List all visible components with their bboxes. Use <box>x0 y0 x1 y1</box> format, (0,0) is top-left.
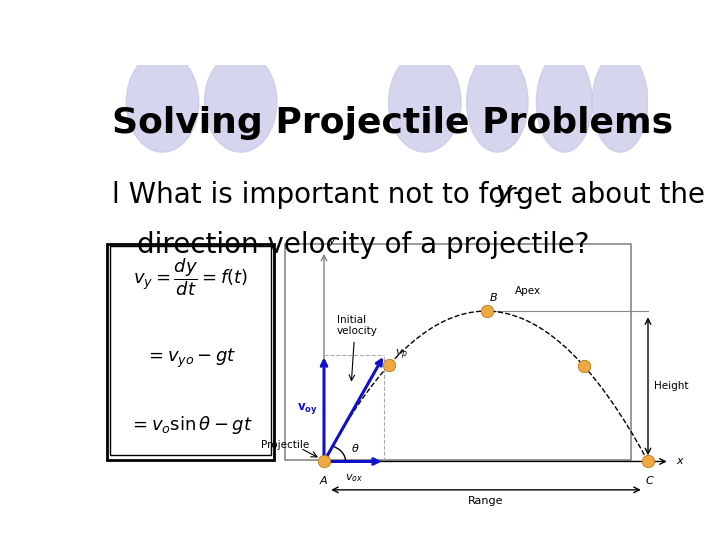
Text: Apex: Apex <box>515 286 541 296</box>
Ellipse shape <box>536 52 592 152</box>
Ellipse shape <box>204 52 277 152</box>
Text: $x$: $x$ <box>676 456 685 467</box>
FancyBboxPatch shape <box>110 246 271 455</box>
Text: $= v_{yo} - gt$: $= v_{yo} - gt$ <box>145 347 236 370</box>
FancyBboxPatch shape <box>107 244 274 460</box>
Text: $y$: $y$ <box>328 235 337 248</box>
Text: $\theta$: $\theta$ <box>351 442 359 454</box>
Text: Solving Projectile Problems: Solving Projectile Problems <box>112 106 673 140</box>
Ellipse shape <box>593 52 648 152</box>
Text: $v_y = \dfrac{dy}{dt} = f(t)$: $v_y = \dfrac{dy}{dt} = f(t)$ <box>133 256 248 298</box>
Text: Projectile: Projectile <box>261 440 310 450</box>
Text: $B$: $B$ <box>489 291 498 303</box>
Text: Initial
velocity: Initial velocity <box>337 315 378 336</box>
Text: $A$: $A$ <box>319 474 329 486</box>
Text: Height: Height <box>654 381 689 391</box>
Text: $y$-: $y$- <box>495 181 523 209</box>
Text: l What is important not to forget about the: l What is important not to forget about … <box>112 181 714 209</box>
Text: direction velocity of a projectile?: direction velocity of a projectile? <box>138 231 590 259</box>
Text: Range: Range <box>468 496 504 506</box>
Text: $v_p$: $v_p$ <box>395 347 409 362</box>
Ellipse shape <box>389 52 461 152</box>
Text: $v_{ox}$: $v_{ox}$ <box>345 472 364 484</box>
Text: $C$: $C$ <box>645 474 655 486</box>
FancyBboxPatch shape <box>285 244 631 460</box>
Ellipse shape <box>126 52 199 152</box>
Ellipse shape <box>467 52 528 152</box>
Text: $= v_o \sin\theta - gt$: $= v_o \sin\theta - gt$ <box>129 414 252 436</box>
Text: $\mathbf{v_{oy}}$: $\mathbf{v_{oy}}$ <box>297 401 318 415</box>
